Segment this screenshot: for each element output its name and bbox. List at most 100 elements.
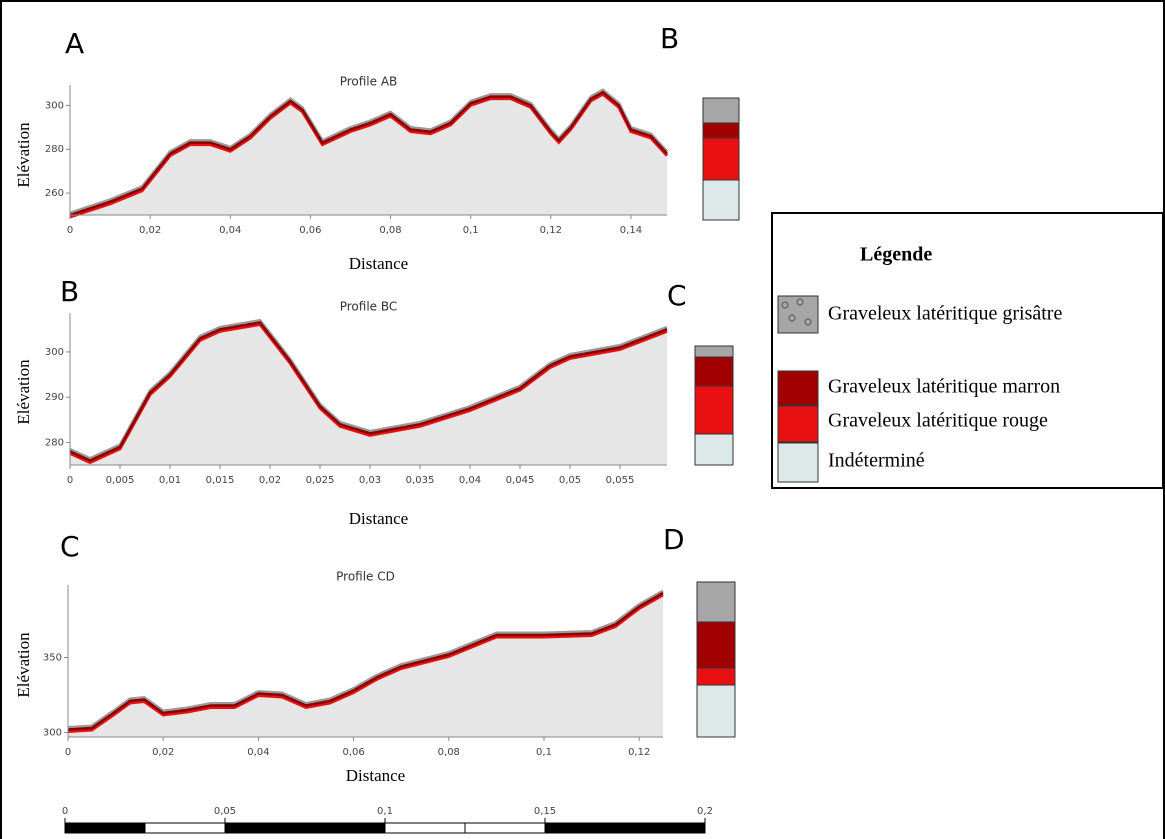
legend-swatch <box>777 295 819 334</box>
stratum <box>702 122 740 139</box>
x-tick-label: 0,025 <box>306 475 335 486</box>
scale-label: 0,1 <box>377 806 393 817</box>
x-tick-label: 0,14 <box>620 225 642 236</box>
y-tick-label: 300 <box>45 347 64 358</box>
chart-title: Profile BC <box>340 300 398 314</box>
scale-segment <box>144 822 226 834</box>
x-tick-label: 0,03 <box>359 475 381 486</box>
terrain-fill <box>70 92 667 215</box>
x-tick-label: 0,035 <box>406 475 435 486</box>
x-tick-label: 0,08 <box>438 747 460 758</box>
y-tick-label: 280 <box>45 144 64 155</box>
x-tick-label: 0 <box>67 475 73 486</box>
y-axis-label: Elévation <box>14 632 33 698</box>
y-tick-label: 280 <box>45 437 64 448</box>
scale-label: 0,2 <box>697 806 713 817</box>
x-tick-label: 0,12 <box>628 747 650 758</box>
surface-band <box>69 88 669 215</box>
stratum <box>694 345 734 358</box>
x-tick-label: 0,055 <box>606 475 635 486</box>
x-tick-label: 0 <box>65 747 71 758</box>
legend-swatch <box>777 405 819 443</box>
legend-label: Graveleux latéritique rouge <box>828 410 1048 432</box>
scale-segment <box>464 822 546 834</box>
x-tick-label: 0,04 <box>459 475 481 486</box>
y-tick-label: 300 <box>45 100 64 111</box>
x-tick-label: 0,04 <box>219 225 241 236</box>
legend-swatch <box>777 442 819 483</box>
chart-title: Profile AB <box>340 75 398 89</box>
profile-line <box>67 591 664 731</box>
corner-label: B <box>60 275 79 308</box>
corner-label: C <box>667 279 687 312</box>
corner-label: D <box>663 523 685 556</box>
legend-box <box>771 212 1164 489</box>
gravel-dot <box>788 314 796 322</box>
strata-column <box>702 97 740 221</box>
x-tick-label: 0,02 <box>139 225 161 236</box>
x-tick-label: 0,1 <box>536 747 552 758</box>
stratum <box>696 684 736 738</box>
y-tick-label: 350 <box>43 653 62 664</box>
x-axis-label: Distance <box>349 254 408 273</box>
stratum <box>694 356 734 387</box>
surface-band <box>67 589 664 729</box>
x-axis-label: Distance <box>346 766 405 785</box>
x-tick-label: 0,01 <box>159 475 181 486</box>
scale-label: 0,05 <box>214 806 236 817</box>
profile-line <box>69 321 668 462</box>
x-tick-label: 0,04 <box>247 747 269 758</box>
x-tick-label: 0,02 <box>259 475 281 486</box>
scale-label: 0 <box>62 806 68 817</box>
y-tick-label: 290 <box>45 392 64 403</box>
gravel-dot <box>804 318 812 326</box>
scale-segment <box>624 822 706 834</box>
stratum <box>702 97 740 124</box>
x-tick-label: 0,08 <box>379 225 401 236</box>
corner-label: A <box>65 27 84 60</box>
legend-label: Graveleux latéritique marron <box>828 376 1060 398</box>
y-axis-label: Elévation <box>14 122 33 188</box>
stratum <box>696 581 736 623</box>
scale-segment <box>544 822 626 834</box>
gravel-dot <box>781 301 789 309</box>
legend-label: Indéterminé <box>828 450 925 472</box>
strata-column <box>694 345 734 466</box>
y-tick-label: 300 <box>43 728 62 739</box>
gravel-dot <box>796 298 804 306</box>
terrain-fill <box>70 322 667 465</box>
surface-band <box>67 593 664 733</box>
x-tick-label: 0,015 <box>206 475 235 486</box>
x-tick-label: 0,02 <box>152 747 174 758</box>
scale-segment <box>224 822 306 834</box>
y-axis-label: Elévation <box>14 359 33 425</box>
legend-swatch <box>777 370 819 406</box>
x-tick-label: 0,045 <box>506 475 535 486</box>
x-axis-label: Distance <box>349 509 408 528</box>
corner-label: C <box>60 530 80 563</box>
x-tick-label: 0,06 <box>342 747 364 758</box>
stratum <box>696 667 736 686</box>
stratum <box>694 385 734 435</box>
x-tick-label: 0,005 <box>106 475 135 486</box>
x-tick-label: 0,06 <box>299 225 321 236</box>
legend-label: Graveleux latéritique grisâtre <box>828 303 1062 325</box>
legend-title: Légende <box>860 244 932 266</box>
y-tick-label: 260 <box>45 188 64 199</box>
profile-line <box>69 90 668 217</box>
x-tick-label: 0,12 <box>540 225 562 236</box>
terrain-fill <box>68 593 663 737</box>
x-tick-label: 0,05 <box>559 475 581 486</box>
chart-title: Profile CD <box>336 570 395 584</box>
scale-segment <box>384 822 466 834</box>
scale-label: 0,15 <box>534 806 556 817</box>
stratum <box>702 137 740 181</box>
stratum <box>696 621 736 669</box>
scale-segment <box>64 822 146 834</box>
corner-label: B <box>660 22 679 55</box>
stratum <box>694 433 734 466</box>
x-tick-label: 0,1 <box>463 225 479 236</box>
x-tick-label: 0 <box>67 225 73 236</box>
